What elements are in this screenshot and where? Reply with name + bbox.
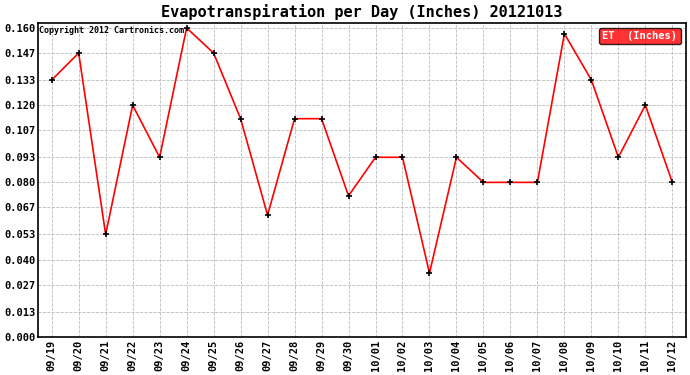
Title: Evapotranspiration per Day (Inches) 20121013: Evapotranspiration per Day (Inches) 2012… xyxy=(161,4,563,20)
Text: Copyright 2012 Cartronics.com: Copyright 2012 Cartronics.com xyxy=(39,26,184,35)
Legend: ET  (Inches): ET (Inches) xyxy=(600,28,680,44)
